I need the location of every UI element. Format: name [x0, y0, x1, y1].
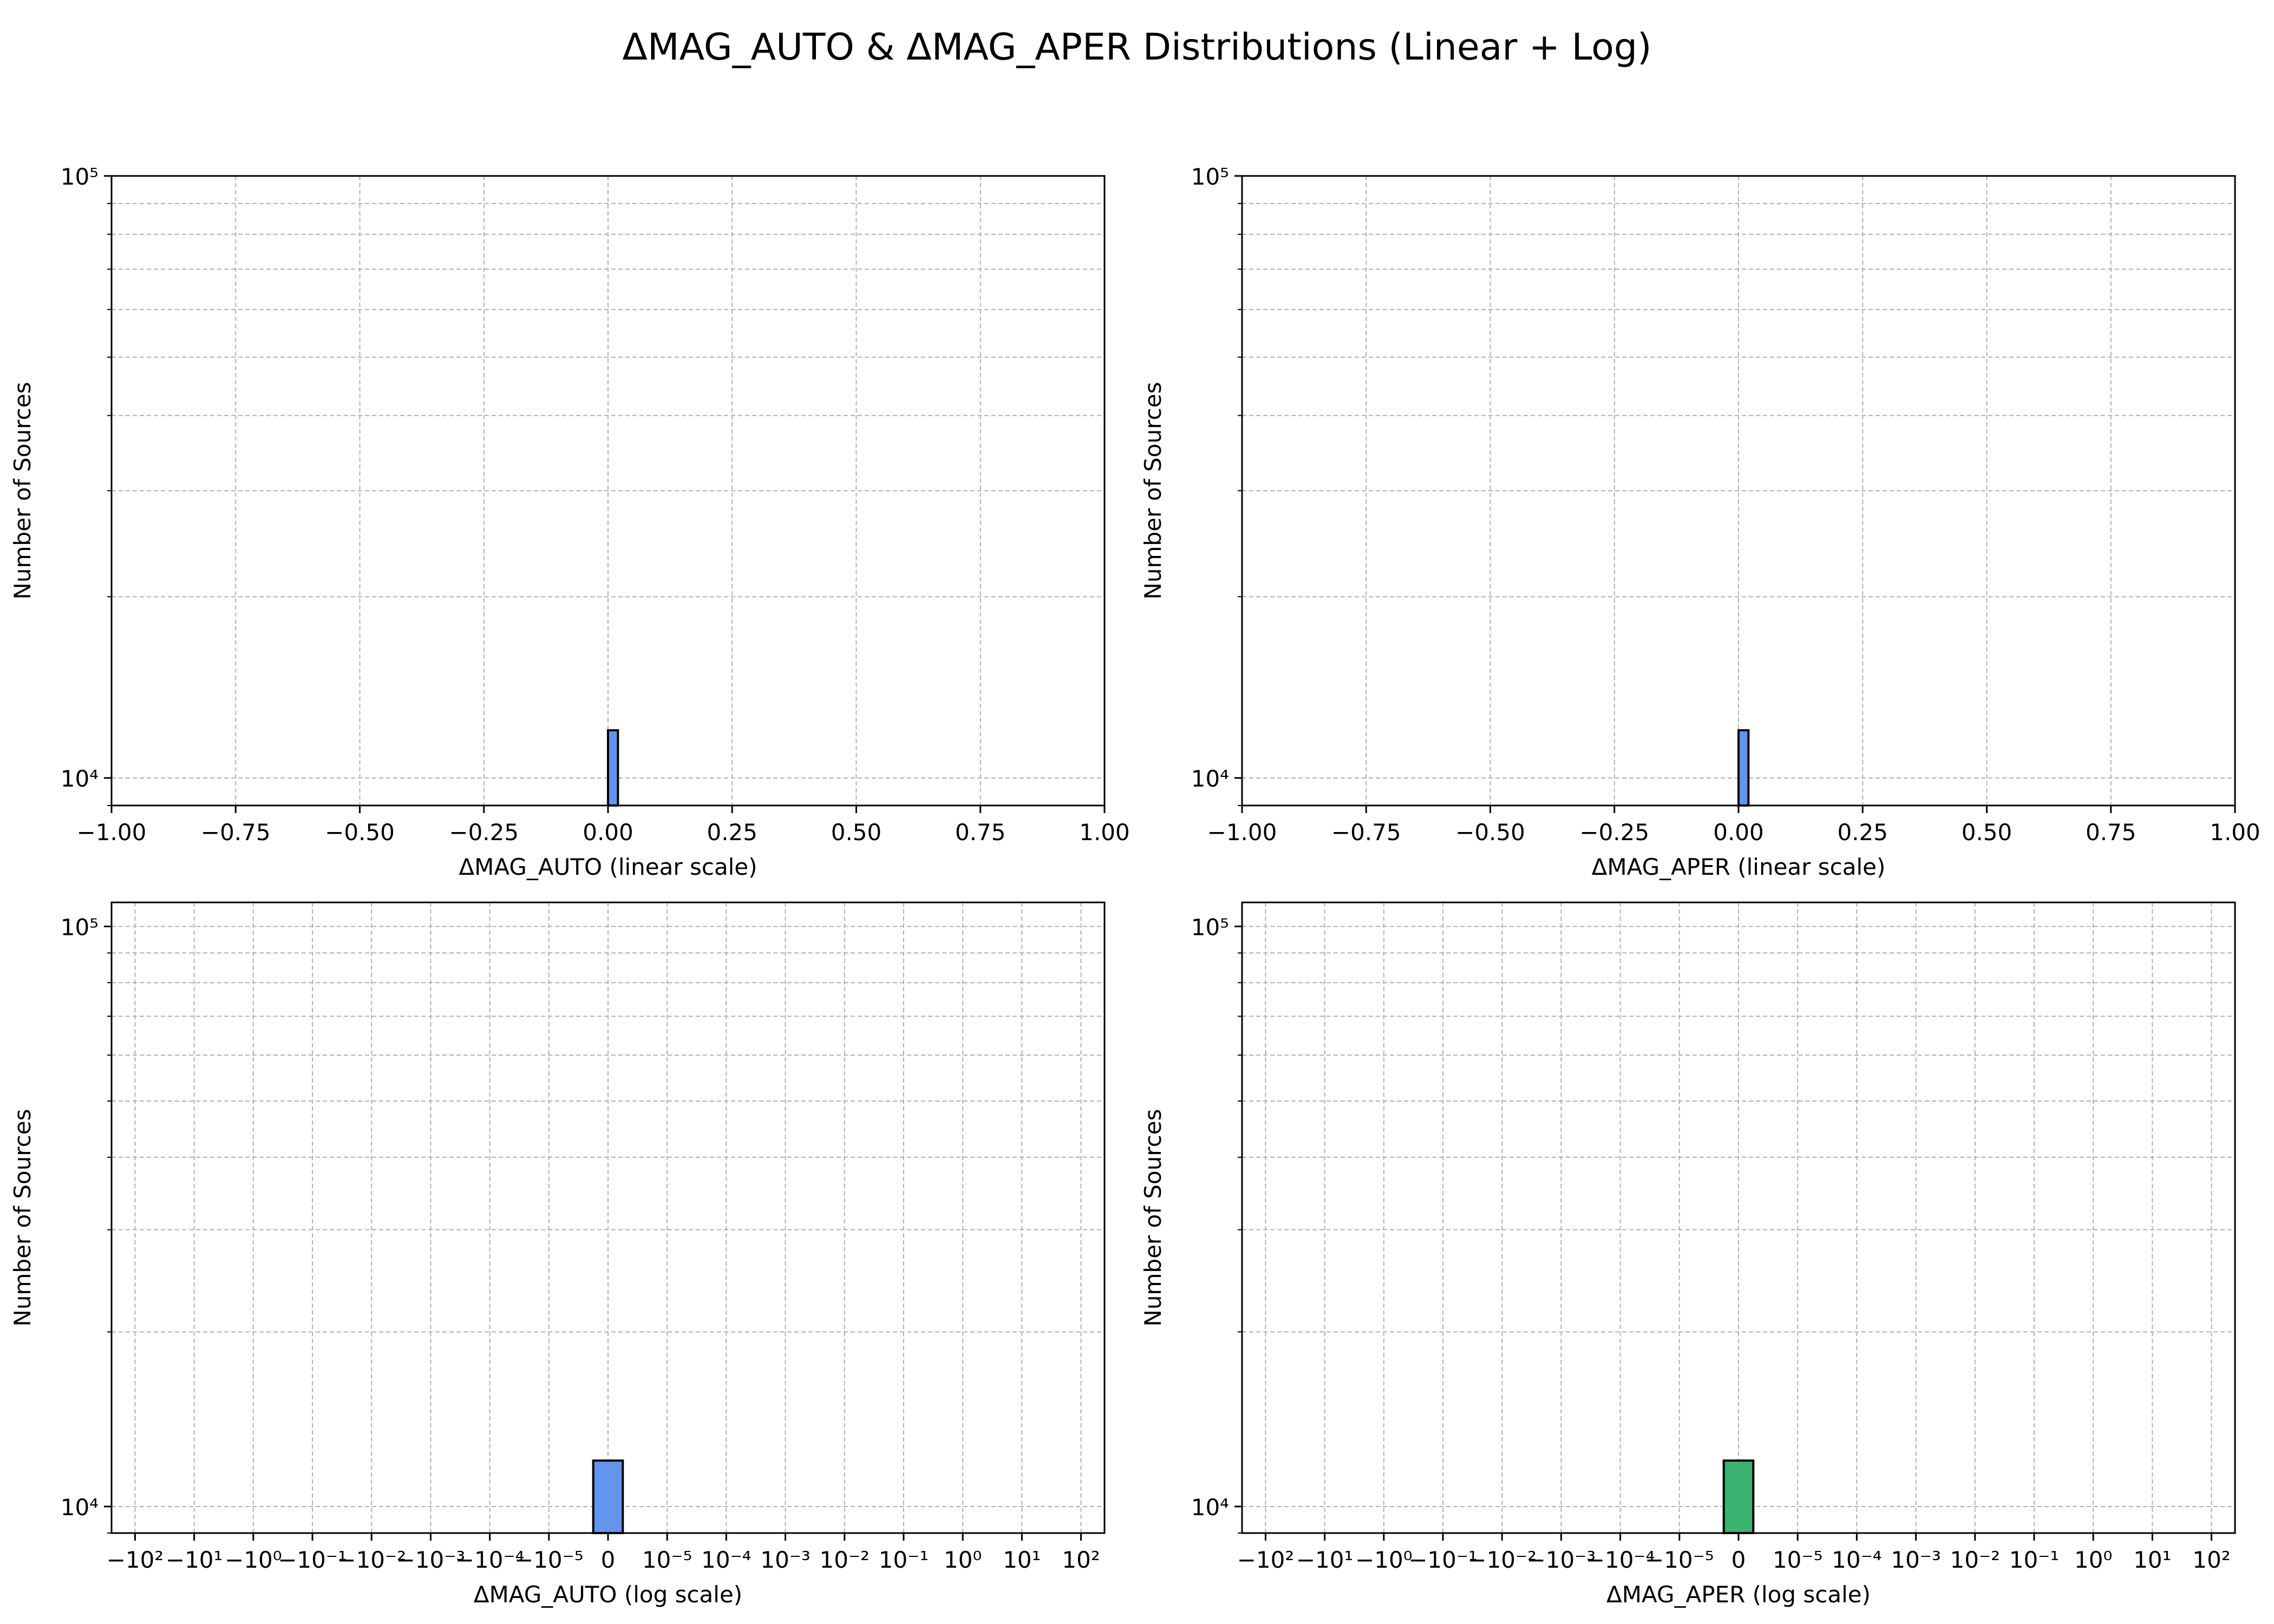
- x-tick-label: −10⁰: [225, 1547, 282, 1573]
- x-tick-label: 1.00: [1079, 819, 1130, 846]
- x-tick-label: 10⁻²: [1950, 1547, 2000, 1573]
- x-axis-label: ΔMAG_AUTO (linear scale): [459, 854, 757, 880]
- x-tick-label: −10⁻³: [396, 1547, 466, 1573]
- y-tick-label: 10⁵: [1191, 914, 1229, 940]
- x-tick-label: −1.00: [1207, 819, 1277, 846]
- x-tick-label: 10²: [1062, 1547, 1100, 1573]
- x-tick-label: −10⁻³: [1527, 1547, 1596, 1573]
- x-tick-label: 0: [1731, 1547, 1746, 1573]
- x-tick-label: 10⁻⁴: [701, 1547, 751, 1573]
- x-tick-label: −10¹: [1296, 1547, 1353, 1573]
- x-tick-label: 10⁰: [2074, 1547, 2112, 1573]
- x-tick-label: 0.50: [1962, 819, 2012, 846]
- x-tick-label: 10⁻²: [820, 1547, 870, 1573]
- x-tick-label: 0.00: [1713, 819, 1764, 846]
- x-tick-label: 0.75: [2086, 819, 2136, 846]
- histogram-bar: [1737, 729, 1750, 807]
- panel-top-right: −1.00 −0.75 −0.50 −0.25 0.00 0.25 0.50 0.75 1.00…: [1140, 163, 2260, 880]
- x-tick-label: −10⁻⁵: [1645, 1547, 1714, 1573]
- x-tick-label: 10²: [2192, 1547, 2230, 1573]
- x-axis-label: ΔMAG_APER (linear scale): [1592, 854, 1886, 880]
- x-tick-label: −0.50: [325, 819, 395, 846]
- x-tick-label: −0.50: [1455, 819, 1525, 846]
- y-axis-label: Number of Sources: [9, 1109, 36, 1326]
- x-tick-label: −10²: [107, 1547, 164, 1573]
- x-tick-label: 10¹: [1003, 1547, 1041, 1573]
- x-tick-label: −1.00: [77, 819, 147, 846]
- x-tick-label: −0.75: [201, 819, 271, 846]
- histogram-bar: [1722, 1459, 1755, 1534]
- x-tick-label: 0.25: [1837, 819, 1888, 846]
- y-axis-label: Number of Sources: [9, 382, 36, 599]
- x-tick-label: 10⁻¹: [2009, 1547, 2059, 1573]
- x-tick-label: −10⁻⁴: [1586, 1547, 1655, 1573]
- x-tick-label: 0.25: [707, 819, 757, 846]
- x-tick-label: −0.25: [1579, 819, 1649, 846]
- x-tick-label: 10⁻³: [760, 1547, 810, 1573]
- x-tick-label: −0.75: [1331, 819, 1401, 846]
- x-tick-label: 10⁻⁵: [642, 1547, 692, 1573]
- y-axis-label: Number of Sources: [1140, 382, 1166, 599]
- x-tick-label: −10²: [1237, 1547, 1294, 1573]
- y-tick-label: 10⁴: [61, 1494, 99, 1521]
- x-axis-label: ΔMAG_APER (log scale): [1606, 1581, 1871, 1608]
- x-tick-label: 0.50: [831, 819, 882, 846]
- x-tick-label: −10⁻²: [1467, 1547, 1537, 1573]
- x-tick-label: −10¹: [166, 1547, 223, 1573]
- x-tick-label: 0.75: [955, 819, 1006, 846]
- x-tick-label: 0.00: [583, 819, 633, 846]
- x-tick-label: 0: [601, 1547, 616, 1573]
- y-tick-label: 10⁵: [61, 914, 99, 940]
- x-tick-label: 10⁻¹: [879, 1547, 929, 1573]
- panel-bottom-right: −10² −10¹ −10⁰−10⁻¹−10⁻²−10⁻³−10⁻⁴−10⁻⁵ 0 10…: [1140, 901, 2236, 1608]
- y-tick-label: 10⁵: [1191, 163, 1229, 190]
- panel-top-left: −1.00 −0.75 −0.50 −0.25 0.00 0.25 0.50 0.75 1.00…: [9, 163, 1130, 880]
- x-tick-label: 10⁻⁵: [1773, 1547, 1822, 1573]
- x-tick-label: −10⁻¹: [1408, 1547, 1478, 1573]
- panel-bottom-left: −10² −10¹ −10⁰−10⁻¹−10⁻²−10⁻³−10⁻⁴−10⁻⁵ 0 10…: [9, 901, 1106, 1608]
- x-tick-label: 1.00: [2210, 819, 2260, 846]
- x-tick-label: −10⁻¹: [278, 1547, 347, 1573]
- histogram-bar: [607, 729, 619, 807]
- x-tick-label: 10⁰: [944, 1547, 982, 1573]
- x-tick-label: −0.25: [449, 819, 519, 846]
- x-axis-label: ΔMAG_AUTO (log scale): [474, 1581, 742, 1608]
- y-tick-label: 10⁴: [1191, 765, 1229, 792]
- y-axis-label: Number of Sources: [1140, 1109, 1166, 1326]
- y-tick-label: 10⁴: [61, 765, 99, 792]
- histogram-bar: [592, 1459, 624, 1534]
- x-tick-label: −10⁻⁵: [514, 1547, 584, 1573]
- y-tick-label: 10⁵: [61, 163, 99, 190]
- x-tick-label: −10⁻⁴: [455, 1547, 525, 1573]
- x-tick-label: 10¹: [2133, 1547, 2171, 1573]
- x-tick-label: −10⁻²: [337, 1547, 406, 1573]
- x-tick-label: −10⁰: [1355, 1547, 1412, 1573]
- x-tick-label: 10⁻³: [1891, 1547, 1940, 1573]
- x-tick-label: 10⁻⁴: [1832, 1547, 1881, 1573]
- figure-title: ΔMAG_AUTO & ΔMAG_APER Distributions (Lin…: [622, 26, 1651, 69]
- y-tick-label: 10⁴: [1191, 1494, 1229, 1521]
